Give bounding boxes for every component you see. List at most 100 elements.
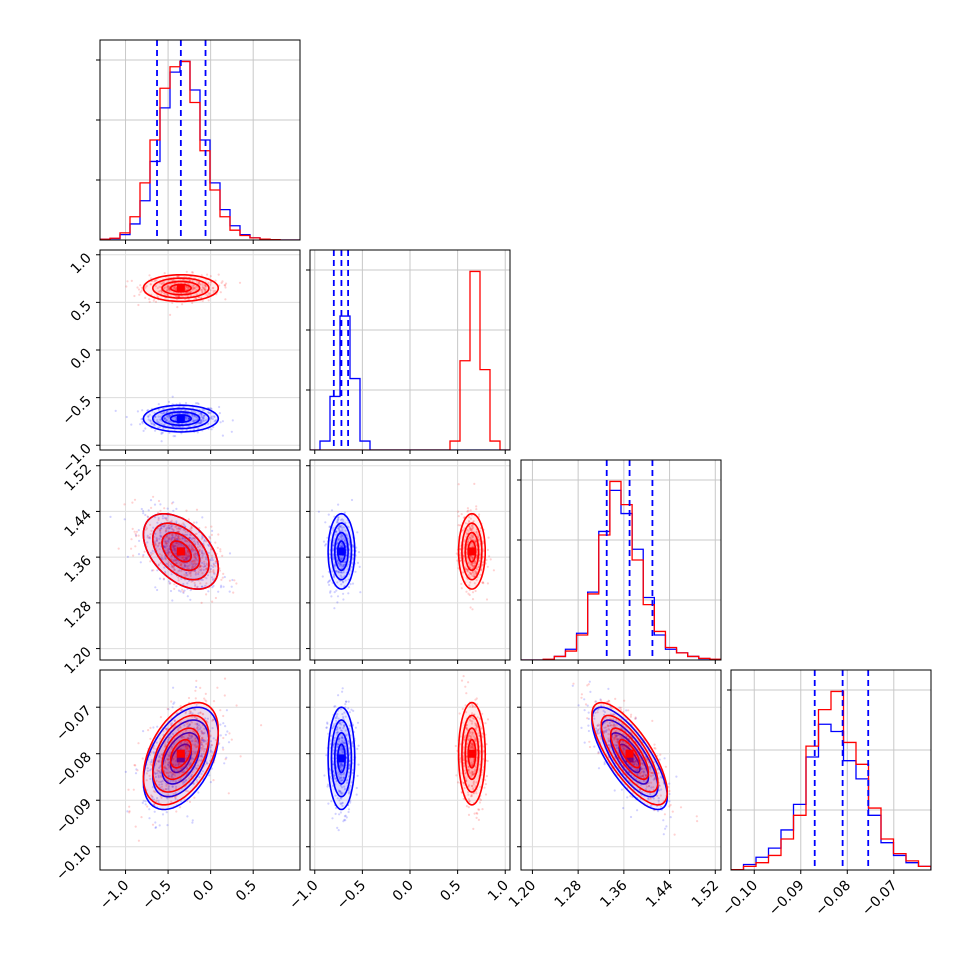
sample-point-blue (196, 722, 199, 726)
sample-point-red (467, 738, 470, 742)
sample-point-blue (178, 425, 182, 428)
sample-point-blue (335, 553, 338, 556)
sample-point-red (167, 758, 170, 761)
sample-point-blue (194, 743, 197, 746)
x-tick-label: 0.0 (190, 878, 217, 905)
sample-point-red (194, 733, 197, 736)
sample-point-blue (139, 561, 142, 564)
sample-point-red (212, 286, 215, 289)
sample-point-red (184, 539, 187, 543)
sample-point-blue (172, 435, 175, 438)
panel-3-1: −1.0 −0.5 0.0 0.5 1.0 (286, 669, 512, 913)
sample-point-red (201, 736, 204, 739)
sample-point-red (473, 738, 476, 741)
sample-point-red (158, 542, 161, 545)
sample-point-red (239, 755, 242, 758)
sample-point-red (164, 778, 167, 781)
sample-point-red (131, 527, 134, 531)
sample-point-blue (152, 423, 155, 426)
sample-point-blue (184, 779, 187, 783)
sample-point-blue (154, 826, 157, 830)
sample-point-red (167, 553, 170, 556)
sample-point-red (194, 722, 197, 726)
sample-point-blue (148, 808, 151, 811)
sample-point-blue (197, 712, 200, 715)
sample-point-blue (150, 768, 153, 771)
sample-point-red (200, 706, 203, 709)
sample-point-blue (635, 768, 638, 772)
sample-point-blue (152, 798, 156, 801)
sample-point-red (194, 739, 197, 743)
x-tick-label: 0.0 (390, 878, 417, 905)
sample-point-red (173, 545, 176, 548)
sample-point-blue (180, 432, 183, 435)
sample-point-blue (163, 423, 166, 426)
sample-point-blue (190, 756, 193, 760)
sample-point-blue (170, 745, 173, 749)
sample-point-red (472, 827, 475, 831)
sample-point-blue (337, 775, 340, 778)
sample-point-red (600, 736, 603, 739)
sample-point-blue (330, 509, 334, 512)
sample-point-red (162, 282, 165, 285)
sample-point-blue (181, 708, 184, 712)
sample-point-red (472, 783, 475, 786)
sample-point-blue (210, 557, 214, 560)
sample-point-red (201, 766, 204, 769)
sample-point-blue (151, 549, 154, 553)
sample-point-red (195, 532, 198, 535)
sample-point-red (467, 574, 470, 577)
sample-point-red (160, 283, 163, 286)
sample-point-blue (218, 412, 221, 415)
sample-point-blue (351, 582, 355, 585)
density-peak-red (176, 284, 185, 293)
sample-point-red (150, 553, 153, 557)
sample-point-blue (147, 536, 150, 540)
sample-point-red (464, 704, 467, 707)
panel-frame (309, 249, 511, 451)
sample-point-red (463, 540, 466, 543)
sample-point-blue (183, 523, 186, 526)
sample-point-red (212, 571, 216, 574)
sample-point-blue (171, 395, 174, 398)
sample-point-red (145, 527, 149, 530)
sample-point-red (173, 772, 176, 775)
sample-point-red (186, 566, 189, 570)
sample-point-blue (348, 711, 351, 714)
sample-point-blue (188, 545, 191, 548)
sample-point-blue (348, 792, 351, 795)
sample-point-red (195, 562, 198, 565)
sample-point-blue (351, 744, 354, 748)
sample-point-red (171, 796, 174, 799)
sample-point-red (196, 744, 199, 747)
sample-point-blue (192, 419, 195, 423)
sample-point-blue (346, 781, 349, 785)
sample-point-blue (194, 552, 197, 555)
sample-point-blue (328, 579, 331, 582)
sample-point-red (187, 518, 190, 521)
sample-point-red (466, 568, 469, 571)
sample-point-red (465, 728, 468, 731)
sample-point-blue (334, 794, 337, 797)
sample-point-red (607, 733, 610, 736)
sample-point-blue (201, 738, 204, 741)
sample-point-blue (202, 740, 205, 743)
sample-point-red (467, 681, 470, 684)
sample-point-blue (338, 528, 341, 531)
sample-point-blue (184, 750, 188, 754)
sample-point-red (151, 552, 154, 555)
sample-point-blue (222, 585, 225, 588)
sample-point-blue (341, 740, 344, 744)
sample-point-blue (150, 569, 154, 572)
sample-point-blue (665, 825, 668, 828)
sample-point-red (469, 737, 473, 740)
sample-point-blue (158, 418, 161, 421)
sample-point-blue (340, 729, 343, 733)
sample-point-blue (336, 519, 339, 522)
sample-point-red (475, 811, 478, 815)
sample-point-red (172, 757, 175, 760)
sample-point-red (486, 582, 489, 585)
sample-point-red (187, 550, 190, 553)
sample-point-red (126, 280, 129, 283)
sample-point-red (151, 823, 155, 826)
